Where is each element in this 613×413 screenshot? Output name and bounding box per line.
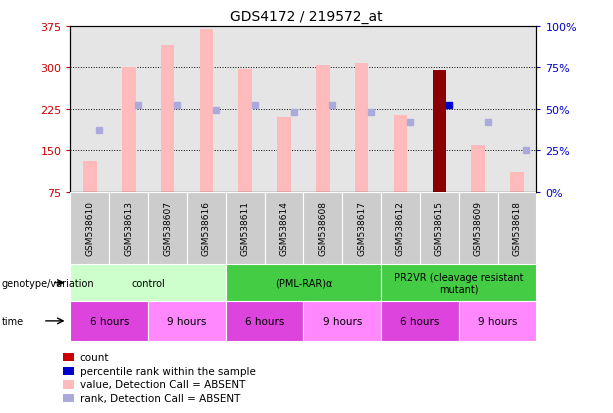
Bar	[394, 116, 407, 192]
Text: GSM538608: GSM538608	[318, 201, 327, 256]
Text: genotype/variation: genotype/variation	[2, 278, 94, 288]
Text: GSM538607: GSM538607	[163, 201, 172, 256]
Bar	[238, 70, 252, 192]
Bar	[303, 301, 381, 341]
Bar	[265, 27, 303, 192]
Bar	[342, 192, 381, 264]
Text: 6 hours: 6 hours	[89, 316, 129, 326]
Text: GDS4172 / 219572_at: GDS4172 / 219572_at	[230, 10, 383, 24]
Text: GSM538611: GSM538611	[241, 201, 249, 256]
Text: 6 hours: 6 hours	[245, 316, 284, 326]
Bar	[161, 46, 174, 192]
Bar	[70, 301, 148, 341]
Bar	[459, 192, 498, 264]
Text: control: control	[131, 278, 165, 288]
Text: 9 hours: 9 hours	[322, 316, 362, 326]
Text: 9 hours: 9 hours	[167, 316, 207, 326]
Bar	[226, 27, 265, 192]
Bar	[70, 192, 109, 264]
Bar	[498, 192, 536, 264]
Text: GSM538615: GSM538615	[435, 201, 444, 256]
Bar	[187, 192, 226, 264]
Bar	[226, 192, 265, 264]
Bar	[109, 27, 148, 192]
Bar	[226, 301, 303, 341]
Text: GSM538617: GSM538617	[357, 201, 366, 256]
Bar	[70, 27, 109, 192]
Bar	[381, 192, 420, 264]
Text: GSM538612: GSM538612	[396, 201, 405, 256]
Bar	[342, 27, 381, 192]
Bar	[265, 192, 303, 264]
Bar	[303, 192, 342, 264]
Text: value, Detection Call = ABSENT: value, Detection Call = ABSENT	[80, 380, 245, 389]
Text: GSM538618: GSM538618	[512, 201, 522, 256]
Bar	[381, 264, 536, 301]
Text: percentile rank within the sample: percentile rank within the sample	[80, 366, 256, 376]
Text: GSM538610: GSM538610	[85, 201, 94, 256]
Text: GSM538616: GSM538616	[202, 201, 211, 256]
Text: GSM538609: GSM538609	[474, 201, 482, 256]
Text: (PML-RAR)α: (PML-RAR)α	[275, 278, 332, 288]
Bar	[226, 264, 381, 301]
Bar	[420, 192, 459, 264]
Bar	[187, 27, 226, 192]
Bar	[381, 27, 420, 192]
Bar	[70, 264, 226, 301]
Bar	[148, 27, 187, 192]
Bar	[109, 192, 148, 264]
Bar	[459, 301, 536, 341]
Text: count: count	[80, 352, 109, 362]
Bar	[148, 192, 187, 264]
Bar	[355, 64, 368, 192]
Text: GSM538614: GSM538614	[280, 201, 289, 256]
Text: 9 hours: 9 hours	[478, 316, 517, 326]
Text: PR2VR (cleavage resistant
mutant): PR2VR (cleavage resistant mutant)	[394, 272, 524, 294]
Text: 6 hours: 6 hours	[400, 316, 440, 326]
Bar	[471, 145, 485, 192]
Bar	[83, 162, 97, 192]
Bar	[420, 27, 459, 192]
Bar	[200, 30, 213, 192]
Text: GSM538613: GSM538613	[124, 201, 133, 256]
Bar	[277, 118, 291, 192]
Bar	[498, 27, 536, 192]
Bar	[122, 68, 135, 192]
Bar	[510, 173, 524, 192]
Bar	[381, 301, 459, 341]
Bar	[433, 71, 446, 192]
Text: time: time	[2, 316, 24, 326]
Text: rank, Detection Call = ABSENT: rank, Detection Call = ABSENT	[80, 393, 240, 403]
Bar	[459, 27, 498, 192]
Bar	[316, 65, 330, 192]
Bar	[148, 301, 226, 341]
Bar	[303, 27, 342, 192]
